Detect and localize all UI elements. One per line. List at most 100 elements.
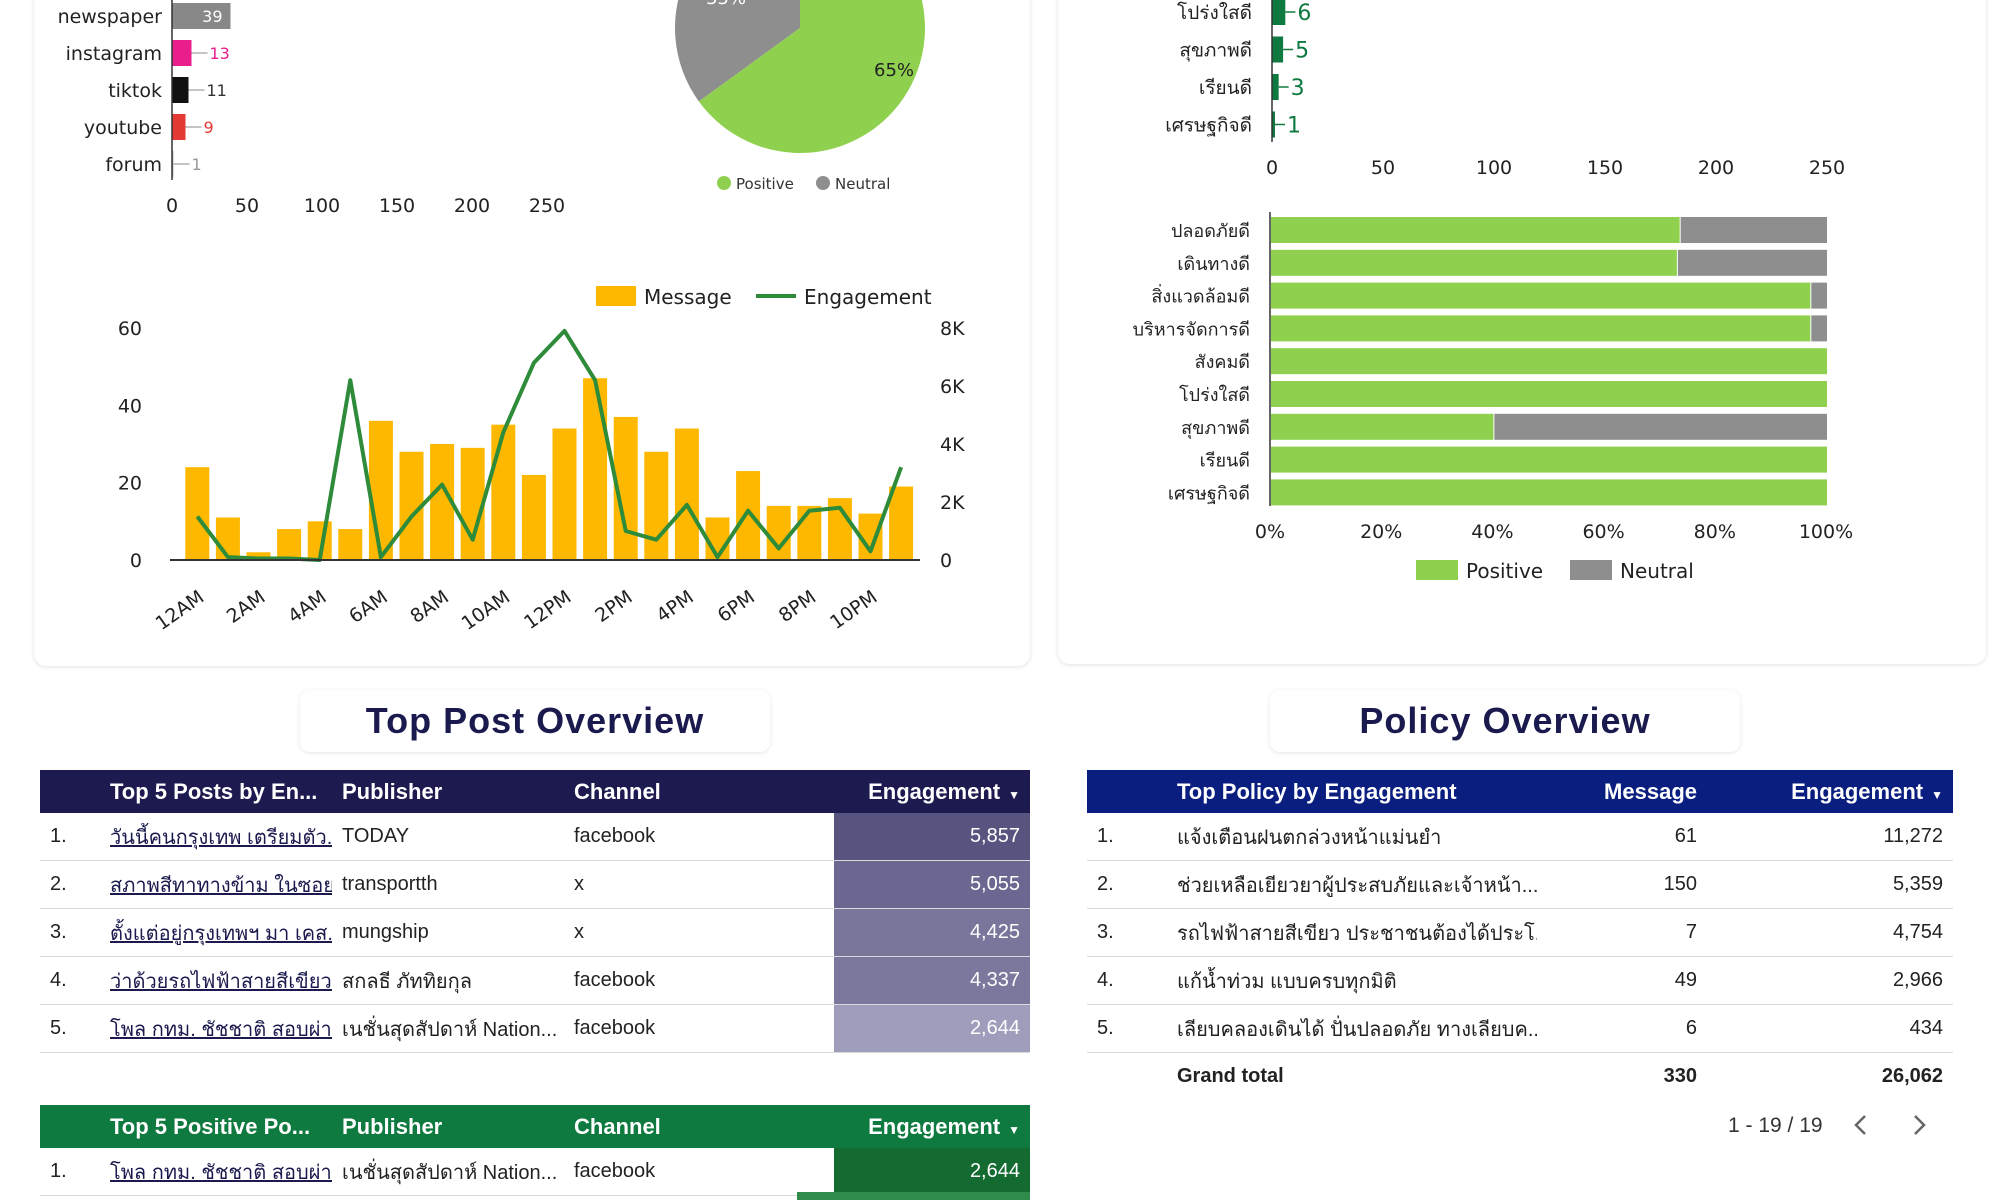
engagement-cell: 5,359 <box>1707 860 1953 909</box>
top-positive-header-row: Top 5 Positive Po... Publisher Channel E… <box>40 1105 1030 1148</box>
top-positive-next-row-stub <box>797 1192 1030 1200</box>
message-bar <box>185 467 210 560</box>
publisher-cell: transportth <box>332 860 564 909</box>
policy-count-x-tick: 150 <box>1587 157 1623 179</box>
channel-value-label: 39 <box>202 7 222 26</box>
message-cell: 150 <box>1537 860 1707 909</box>
header-positive-post[interactable]: Top 5 Positive Po... <box>110 1113 311 1139</box>
policy-count-label: เรียนดี <box>1199 77 1252 99</box>
header-message[interactable]: Message <box>1604 778 1697 804</box>
channel-label: tiktok <box>108 80 162 102</box>
grand-total-row: Grand total 330 26,062 <box>1087 1053 1953 1101</box>
engagement-cell: 11,272 <box>1707 813 1953 861</box>
positive-segment <box>1271 446 1827 473</box>
channel-x-tick: 100 <box>304 195 340 217</box>
channel-cell: facebook <box>564 1148 834 1196</box>
positive-segment <box>1271 217 1680 243</box>
engagement-line <box>195 328 903 562</box>
positive-segment <box>1271 381 1827 407</box>
channel-value-label: 13 <box>210 44 230 63</box>
message-bar <box>797 505 822 560</box>
hourly-y-right-tick: 8K <box>940 318 965 340</box>
header-engagement-sort[interactable]: Engagement ▼ <box>834 1105 1030 1148</box>
header-engagement-sort[interactable]: Engagement ▼ <box>834 770 1030 813</box>
message-bar <box>644 451 669 560</box>
policy-sentiment-x-tick: 40% <box>1471 521 1513 543</box>
message-bar <box>338 529 363 560</box>
hourly-x-tick: 2AM <box>223 586 270 628</box>
policy-count-label: สุขภาพดี <box>1179 40 1252 63</box>
table-row: 3. ตั้งแต่อยู่กรุงเทพฯ มา เคส... mungship x… <box>40 908 1030 957</box>
channel-label: forum <box>105 154 162 176</box>
policy-sentiment-x-tick: 100% <box>1799 521 1853 543</box>
channel-bar-chart: newspaper instagram tiktok youtube forum 39 1… <box>58 0 565 217</box>
row-index: 1. <box>40 813 100 861</box>
table-row: 5. โพล กทม. ชัชชาติ สอบผ่า... เนชั่นสุดสัป… <box>40 1004 1030 1053</box>
header-channel[interactable]: Channel <box>574 778 661 804</box>
channel-label: youtube <box>84 117 162 139</box>
table-row: 1. โพล กทม. ชัชชาติ สอบผ่า... เนชั่นสุดสัป… <box>40 1148 1030 1196</box>
policy-sentiment-label: ปลอดภัยดี <box>1171 221 1250 242</box>
header-index <box>1087 770 1167 813</box>
sort-desc-icon: ▼ <box>1008 787 1020 802</box>
post-link[interactable]: โพล กทม. ชัชชาติ สอบผ่า... <box>100 1004 332 1053</box>
policy-count-bar <box>1272 36 1284 63</box>
row-index: 4. <box>1087 956 1167 1005</box>
post-link[interactable]: ตั้งแต่อยู่กรุงเทพฯ มา เคส... <box>100 908 332 957</box>
policy-cell: แก้น้ำท่วม แบบครบทุกมิติ <box>1167 956 1537 1005</box>
header-publisher[interactable]: Publisher <box>342 778 443 804</box>
message-bar <box>736 471 761 560</box>
header-engagement-sort[interactable]: Engagement ▼ <box>1707 770 1953 813</box>
policy-sentiment-label: บริหารจัดการดี <box>1133 319 1250 340</box>
row-index: 1. <box>40 1148 100 1196</box>
sort-desc-icon: ▼ <box>1931 787 1943 802</box>
grand-total-message: 330 <box>1663 1065 1697 1087</box>
engagement-cell: 434 <box>1707 1004 1953 1053</box>
policy-sentiment-label: เดินทางดี <box>1177 254 1250 275</box>
post-link[interactable]: วันนี้คนกรุงเทพ เตรียมตัว... <box>100 813 332 861</box>
policy-sentiment-label: โปร่งใสดี <box>1179 384 1250 406</box>
policy-sentiment-x-tick: 80% <box>1694 521 1736 543</box>
publisher-cell: เนชั่นสุดสัปดาห์ Nation... <box>332 1004 564 1053</box>
hourly-x-tick: 12AM <box>152 586 209 630</box>
policy-sentiment-x-tick: 60% <box>1582 521 1624 543</box>
legend-neutral-swatch <box>1570 560 1612 580</box>
policy-count-value: 6 <box>1297 1 1311 26</box>
header-engagement-label: Engagement <box>868 778 1001 804</box>
policy-count-x-tick: 0 <box>1266 157 1278 179</box>
message-bar <box>583 378 608 560</box>
publisher-cell: TODAY <box>332 813 564 861</box>
policy-count-label: เศรษฐกิจดี <box>1165 115 1252 137</box>
message-bar <box>277 529 302 560</box>
policy-count-value: 3 <box>1291 76 1305 101</box>
message-bar <box>246 552 271 560</box>
neutral-segment <box>1811 315 1827 342</box>
channel-cell: x <box>564 908 834 957</box>
sort-desc-icon: ▼ <box>1008 1122 1020 1137</box>
policy-title: Policy Overview <box>1270 690 1740 752</box>
header-post[interactable]: Top 5 Posts by En... <box>110 778 318 804</box>
hourly-x-tick: 8AM <box>406 586 453 628</box>
hourly-x-tick: 2PM <box>591 586 636 627</box>
pager-prev-icon[interactable] <box>1848 1112 1874 1138</box>
pager-next-icon[interactable] <box>1906 1112 1932 1138</box>
header-publisher[interactable]: Publisher <box>342 1113 443 1139</box>
header-policy[interactable]: Top Policy by Engagement <box>1177 778 1457 804</box>
channel-bar <box>172 114 186 140</box>
table-row: 2. ช่วยเหลือเยียวยาผู้ประสบภัยและเจ้าหน้า… <box>1087 860 1953 909</box>
pie-positive-label: 65% <box>874 60 914 81</box>
hourly-combo-chart: Message Engagement 0 20 40 60 0 2K 4K 6K 8K 12A… <box>118 285 965 630</box>
policy-header-row: Top Policy by Engagement Message Engagem… <box>1087 770 1953 813</box>
row-index: 2. <box>40 860 100 909</box>
table-row: 4. ว่าด้วยรถไฟฟ้าสายสีเขียว ... สกลธี ภัทท… <box>40 956 1030 1005</box>
policy-count-bar <box>1272 111 1275 138</box>
header-channel[interactable]: Channel <box>574 1113 661 1139</box>
post-link[interactable]: ว่าด้วยรถไฟฟ้าสายสีเขียว ... <box>100 956 332 1005</box>
engagement-cell: 2,966 <box>1707 956 1953 1005</box>
post-link[interactable]: โพล กทม. ชัชชาติ สอบผ่า... <box>100 1148 332 1196</box>
policy-cell: แจ้งเตือนฝนตกล่วงหน้าแม่นยำ <box>1167 813 1537 861</box>
neutral-segment <box>1680 217 1827 243</box>
channel-bar <box>172 77 189 103</box>
post-link[interactable]: สภาพสีทาทางข้าม ในซอย... <box>100 860 332 909</box>
table-row: 4. แก้น้ำท่วม แบบครบทุกมิติ 49 2,966 <box>1087 956 1953 1005</box>
